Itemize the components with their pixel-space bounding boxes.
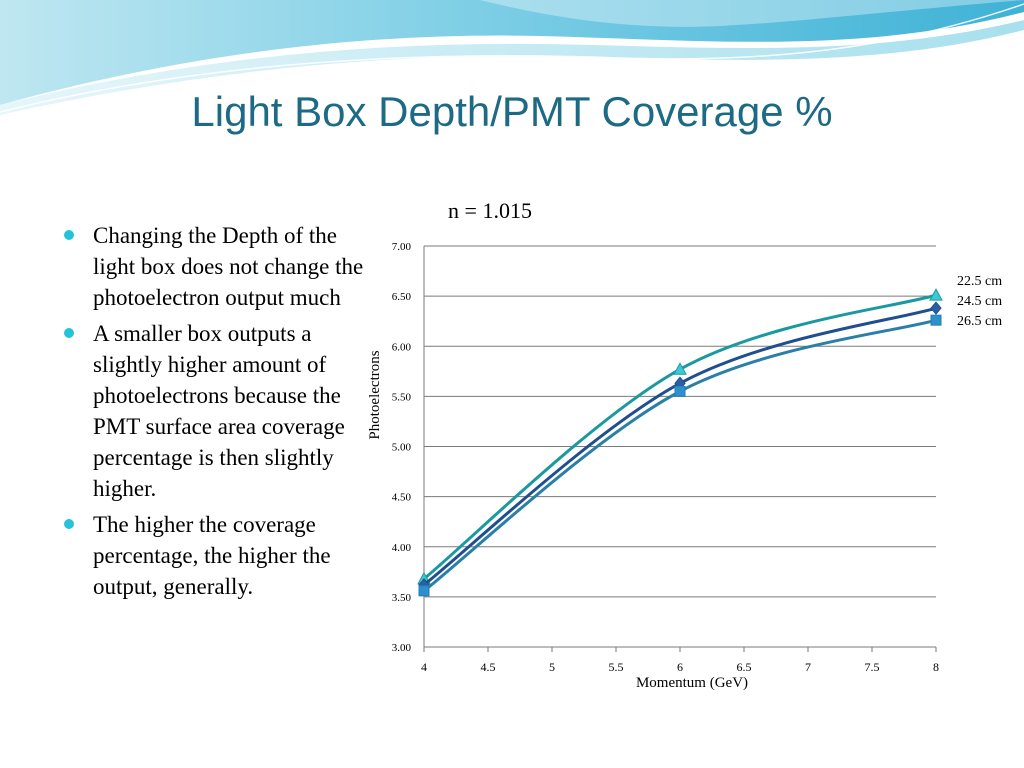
triangle-marker [673,362,687,375]
series-line [423,293,937,580]
bullet-item: A smaller box outputs a slightly higher … [62,318,372,504]
chart-series [417,288,943,597]
x-tick-label: 7 [805,660,811,674]
y-tick-label: 5.50 [392,391,412,403]
y-tick-label: 5.00 [392,442,412,454]
square-marker [674,385,686,397]
x-tick-label: 6 [677,660,683,674]
bullet-dot-icon [64,519,74,529]
y-tick-label: 3.50 [392,592,412,604]
y-axis-label: Photoelectrons [367,350,383,439]
bullet-text: Changing the Depth of the light box does… [93,223,364,310]
header-wave-decoration [0,0,1024,115]
x-axis-label: Momentum (GeV) [636,675,748,691]
square-marker [930,314,942,326]
y-tick-label: 3.00 [392,642,412,654]
x-tick-label: 4.5 [481,660,496,674]
bullet-list: Changing the Depth of the light box does… [62,220,372,607]
x-tick-label: 5 [549,660,555,674]
legend-entry: 26.5 cm [957,314,1002,329]
y-tick-label: 7.00 [392,241,412,253]
y-tick-label: 4.50 [392,492,412,504]
x-tick-label: 6.5 [737,660,752,674]
legend-entry: 24.5 cm [957,294,1002,309]
x-tick-label: 7.5 [865,660,880,674]
legend-entry: 22.5 cm [957,274,1002,289]
y-axis-ticks: 3.00 3.50 4.00 4.50 5.00 5.50 6.00 6.50 7.00 [392,241,412,654]
bullet-item: Changing the Depth of the light box does… [62,220,372,313]
x-tick-label: 4 [421,660,427,674]
x-tick-label: 5.5 [609,660,624,674]
chart-title: n = 1.015 [448,198,532,223]
triangle-marker [929,288,943,301]
x-tick-label: 8 [933,660,939,674]
bullet-text: The higher the coverage percentage, the … [93,512,331,599]
y-tick-label: 6.00 [392,341,412,353]
chart-legend: 22.5 cm 24.5 cm 26.5 cm [957,274,1002,329]
x-axis-ticks: 4 4.5 5 5.5 6 6.5 7 7.5 8 [421,647,939,674]
slide-title: Light Box Depth/PMT Coverage % [191,88,833,135]
square-marker [418,585,430,597]
series-line [423,318,937,593]
bullet-dot-icon [64,328,74,338]
diamond-marker [930,301,942,315]
y-tick-label: 4.00 [392,542,412,554]
bullet-text: A smaller box outputs a slightly higher … [93,321,345,501]
y-tick-label: 6.50 [392,291,412,303]
bullet-item: The higher the coverage percentage, the … [62,509,372,602]
bullet-dot-icon [64,230,74,240]
chart-grid [423,245,936,648]
